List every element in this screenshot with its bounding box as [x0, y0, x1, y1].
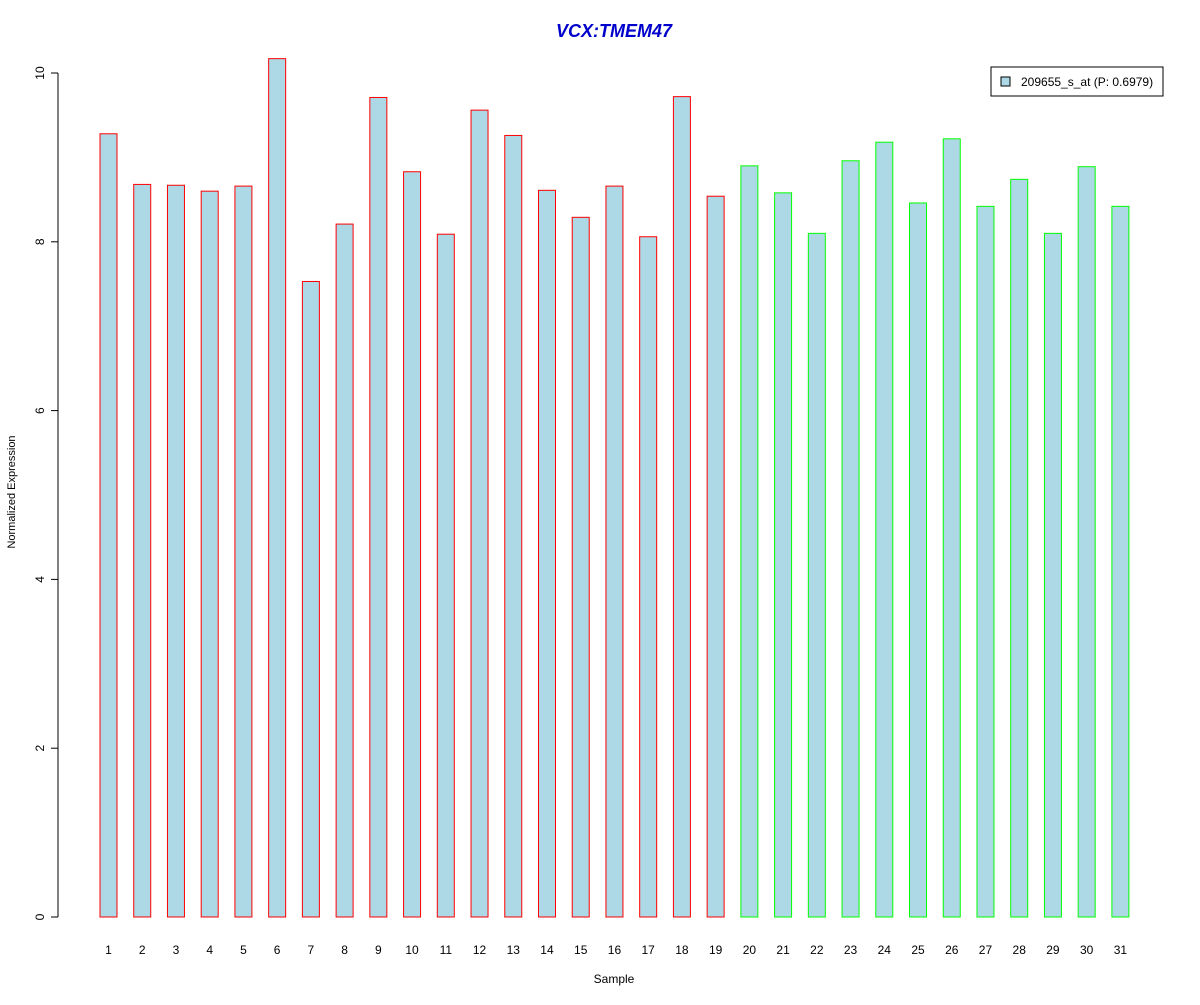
x-tick-label: 26	[945, 943, 959, 957]
x-tick-label: 29	[1046, 943, 1060, 957]
x-tick-label: 4	[206, 943, 213, 957]
bar	[268, 58, 287, 918]
x-tick-label: 13	[507, 943, 521, 957]
x-tick-label: 15	[574, 943, 588, 957]
y-tick-label: 10	[33, 66, 47, 80]
x-tick-label: 19	[709, 943, 723, 957]
bar	[99, 133, 118, 918]
x-tick-label: 27	[979, 943, 993, 957]
x-tick-label: 8	[341, 943, 348, 957]
bar	[706, 195, 725, 918]
bar	[504, 134, 523, 918]
x-tick-label: 31	[1114, 943, 1128, 957]
x-tick-label: 12	[473, 943, 487, 957]
x-tick-label: 1	[105, 943, 112, 957]
y-tick-label: 4	[33, 576, 47, 583]
x-tick-label: 3	[173, 943, 180, 957]
x-tick-label: 24	[878, 943, 892, 957]
bar	[807, 232, 826, 918]
x-tick-label: 5	[240, 943, 247, 957]
bar	[403, 171, 422, 918]
bar	[639, 236, 658, 918]
bar	[470, 109, 489, 918]
x-tick-label: 6	[274, 943, 281, 957]
bar	[909, 202, 928, 918]
x-tick-label: 30	[1080, 943, 1094, 957]
bar	[774, 192, 793, 918]
bar	[200, 190, 219, 918]
y-axis-label: Normalized Expression	[6, 435, 18, 548]
x-tick-label: 20	[743, 943, 757, 957]
legend-label: 209655_s_at (P: 0.6979)	[1021, 75, 1153, 89]
bar	[942, 138, 961, 918]
x-tick-label: 9	[375, 943, 382, 957]
x-tick-label: 7	[308, 943, 315, 957]
x-tick-label: 2	[139, 943, 146, 957]
x-tick-label: 11	[440, 943, 453, 957]
bar	[1077, 166, 1096, 918]
bar	[369, 96, 388, 918]
bar	[976, 205, 995, 918]
bar	[672, 96, 691, 918]
x-tick-label: 10	[405, 943, 419, 957]
x-tick-label: 22	[810, 943, 824, 957]
x-axis-label: Sample	[594, 972, 635, 986]
legend: 209655_s_at (P: 0.6979)	[990, 66, 1164, 97]
x-tick-label: 25	[911, 943, 925, 957]
y-tick-label: 6	[33, 407, 47, 414]
bar	[1043, 232, 1062, 918]
legend-box	[990, 66, 1164, 97]
bar	[537, 189, 556, 918]
chart-title: VCX:TMEM47	[556, 21, 673, 41]
x-tick-label: 14	[540, 943, 554, 957]
bar	[841, 160, 860, 918]
y-tick-label: 2	[33, 745, 47, 752]
bar	[1111, 205, 1130, 918]
bar	[740, 165, 759, 918]
bar	[1010, 178, 1029, 918]
x-tick-label: 17	[642, 943, 656, 957]
y-axis: 0 2 4 6 8 10	[33, 66, 59, 920]
bar	[605, 185, 624, 918]
x-tick-label: 18	[675, 943, 689, 957]
bar	[335, 223, 354, 918]
y-tick-label: 8	[33, 238, 47, 245]
bar	[234, 185, 253, 918]
bar	[301, 280, 320, 918]
x-tick-label: 28	[1013, 943, 1027, 957]
legend-swatch	[1000, 76, 1011, 87]
bar	[166, 184, 185, 918]
x-tick-label: 21	[776, 943, 790, 957]
x-tick-label: 16	[608, 943, 622, 957]
x-tick-label: 23	[844, 943, 858, 957]
bar	[436, 233, 455, 918]
bar	[875, 141, 894, 918]
bars-group	[99, 58, 1130, 918]
x-tick-labels: 1 2 3 4 5 6 7 8 9 10 11 12 13 14 15 16 17 18 19 20 21 22 23 24 2…	[105, 943, 1127, 957]
bar	[571, 216, 590, 918]
bar	[133, 183, 152, 918]
y-tick-label: 0	[33, 913, 47, 920]
